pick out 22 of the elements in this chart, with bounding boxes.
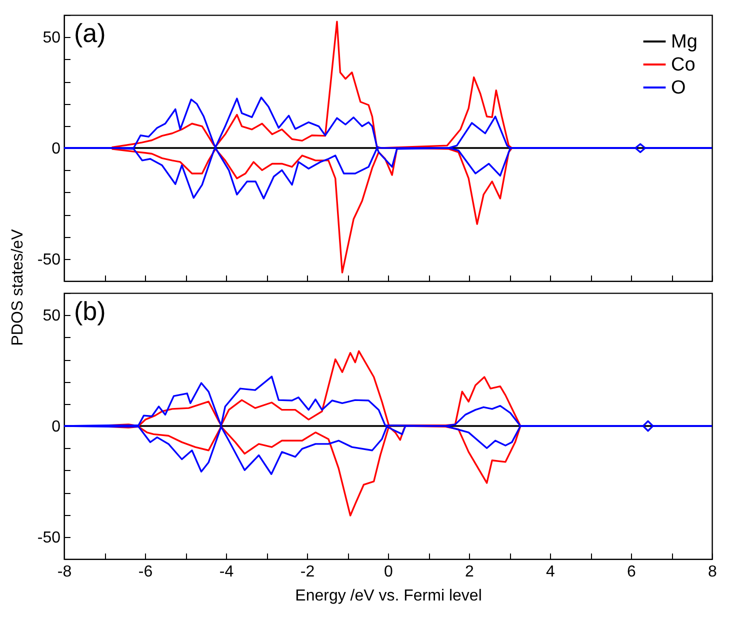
annotation: (a) [74, 18, 106, 48]
x-tick-label: 0 [384, 564, 394, 580]
legend-label: Co [671, 54, 696, 76]
y-tick-label: 50 [42, 308, 61, 325]
x-tick-label: -6 [138, 564, 153, 580]
x-tick-label: 8 [708, 564, 718, 580]
x-tick-label: 2 [465, 564, 474, 580]
x-tick-label: -8 [57, 564, 72, 580]
legend-label: O [671, 78, 686, 98]
y-tick-label: -50 [37, 529, 61, 546]
annotation: (b) [74, 296, 106, 326]
legend-label: Mg [671, 32, 698, 52]
y-tick-label: 50 [42, 30, 61, 47]
x-tick-label: -4 [219, 564, 234, 580]
y-axis-title: PDOS states/eV [9, 228, 26, 346]
x-axis-title: Energy /eV vs. Fermi level [295, 588, 482, 604]
x-tick-label: -2 [300, 564, 315, 580]
y-tick-label: -50 [37, 251, 61, 268]
x-tick-label: 4 [546, 564, 556, 580]
x-tick-label: 6 [627, 564, 636, 580]
y-tick-label: 0 [52, 140, 61, 158]
y-tick-label: 0 [52, 418, 61, 436]
